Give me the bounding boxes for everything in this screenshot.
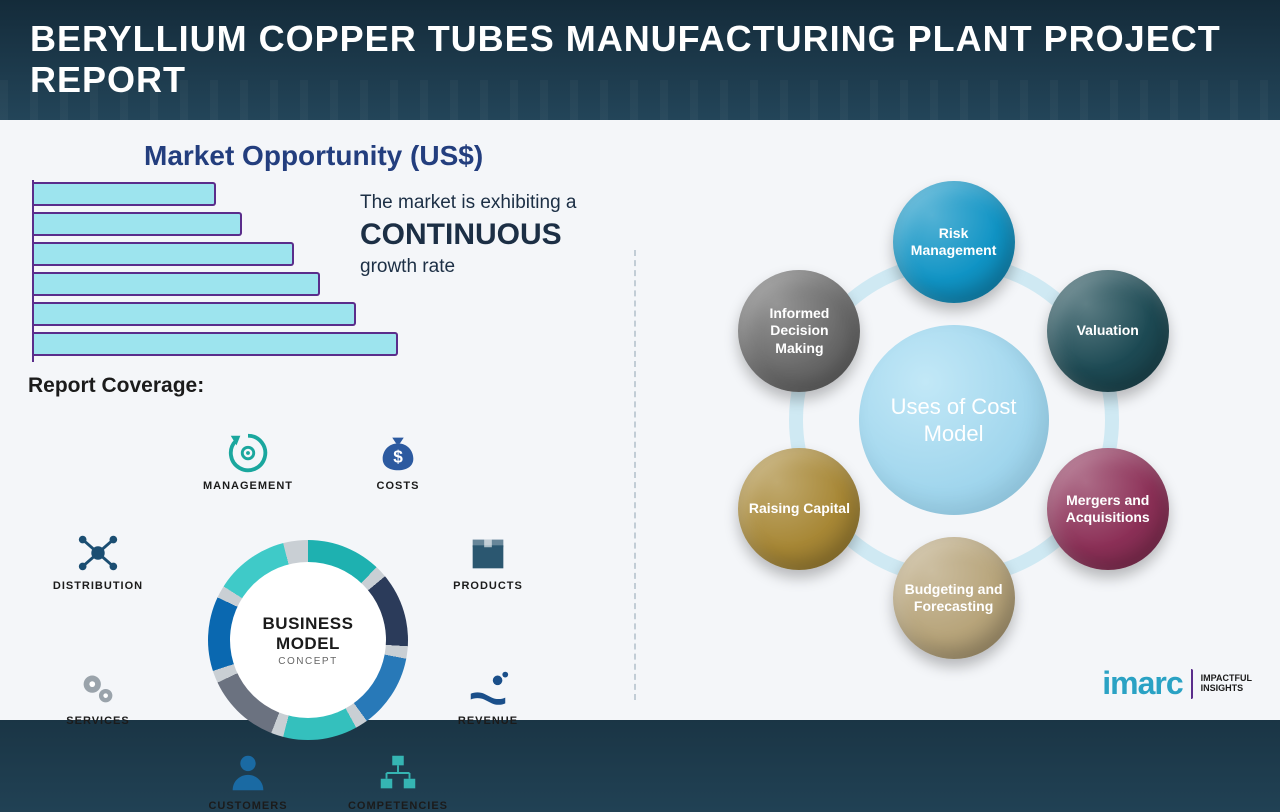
cost-model-diagram: Uses of Cost Model Risk Management Valuat… [714, 180, 1194, 660]
box-icon [465, 530, 511, 576]
hand-icon [465, 665, 511, 711]
cost-bubble: Mergers and Acquisitions [1047, 448, 1169, 570]
chart-bar [34, 272, 320, 296]
market-title: Market Opportunity (US$) [28, 140, 599, 172]
business-node: PRODUCTS [428, 530, 548, 592]
cycle-icon [225, 430, 271, 476]
cost-bubble: Valuation [1047, 270, 1169, 392]
business-node-label: MANAGEMENT [188, 480, 308, 492]
business-node: MANAGEMENT [188, 430, 308, 492]
business-node: COMPETENCIES [338, 750, 458, 812]
left-panel: Market Opportunity (US$) The market is e… [0, 120, 627, 720]
ring-center-line2: MODEL [276, 634, 340, 654]
report-header: BERYLLIUM COPPER TUBES MANUFACTURING PLA… [0, 0, 1280, 120]
svg-text:$: $ [393, 447, 403, 467]
growth-line1: The market is exhibiting a [360, 192, 577, 214]
brand-logo: imarc IMPACTFUL INSIGHTS [1102, 665, 1252, 702]
cost-center-label: Uses of Cost Model [859, 393, 1049, 448]
business-node-label: CUSTOMERS [188, 800, 308, 812]
business-node: DISTRIBUTION [38, 530, 158, 592]
chart-bar [34, 302, 356, 326]
brand-name: imarc [1102, 665, 1182, 702]
network-icon [75, 530, 121, 576]
chart-bar [34, 182, 216, 206]
business-node-label: DISTRIBUTION [38, 580, 158, 592]
ring-center: BUSINESS MODEL CONCEPT [230, 562, 386, 718]
chart-bar [34, 212, 242, 236]
growth-line2: growth rate [360, 256, 577, 278]
business-node: CUSTOMERS [188, 750, 308, 812]
bars-axis [32, 180, 34, 362]
brand-tagline: IMPACTFUL INSIGHTS [1201, 674, 1252, 694]
ring-center-line3: CONCEPT [278, 656, 337, 667]
cost-bubble: Budgeting and Forecasting [893, 537, 1015, 659]
business-node-label: REVENUE [428, 715, 548, 727]
gears-icon [75, 665, 121, 711]
page-title: BERYLLIUM COPPER TUBES MANUFACTURING PLA… [30, 18, 1250, 101]
cost-center: Uses of Cost Model [859, 325, 1049, 515]
business-node-label: SERVICES [38, 715, 158, 727]
ring-center-line1: BUSINESS [263, 614, 354, 634]
moneybag-icon: $ [375, 430, 421, 476]
business-node: SERVICES [38, 665, 158, 727]
content-area: Market Opportunity (US$) The market is e… [0, 120, 1280, 720]
business-node-label: COSTS [338, 480, 458, 492]
chart-bar [34, 332, 398, 356]
chart-bar [34, 242, 294, 266]
cost-bubble: Informed Decision Making [738, 270, 860, 392]
person-icon [225, 750, 271, 796]
business-model-diagram: BUSINESS MODEL CONCEPT MANAGEMENT $ COSTS D… [28, 420, 588, 810]
cost-bubble: Risk Management [893, 181, 1015, 303]
brand-divider [1191, 669, 1193, 699]
cost-bubble: Raising Capital [738, 448, 860, 570]
org-icon [375, 750, 421, 796]
business-node: $ COSTS [338, 430, 458, 492]
business-node-label: PRODUCTS [428, 580, 548, 592]
business-node: REVENUE [428, 665, 548, 727]
business-model-ring: BUSINESS MODEL CONCEPT [208, 540, 408, 740]
right-panel: Uses of Cost Model Risk Management Valuat… [627, 120, 1280, 720]
business-node-label: COMPETENCIES [338, 800, 458, 812]
growth-big: CONTINUOUS [360, 218, 577, 252]
report-coverage-label: Report Coverage: [28, 374, 599, 398]
growth-text: The market is exhibiting a CONTINUOUS gr… [360, 192, 577, 278]
